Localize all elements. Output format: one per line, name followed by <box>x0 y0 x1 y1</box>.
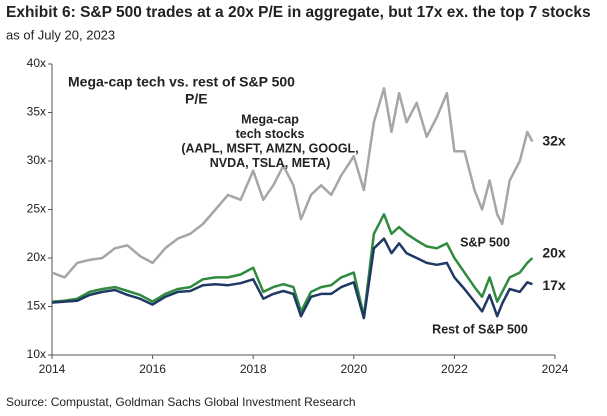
series-label: Mega-cap <box>241 112 299 126</box>
y-tick-label: 15x <box>27 299 46 313</box>
y-tick-label: 10x <box>27 347 46 361</box>
y-tick-label: 40x <box>27 56 46 70</box>
inner-subtitle: P/E <box>185 91 208 107</box>
series-label: tech stocks <box>236 127 305 141</box>
series-label: NVDA, TSLA, META) <box>210 156 331 170</box>
x-tick-label: 2018 <box>240 362 267 376</box>
y-tick-label: 20x <box>27 250 46 264</box>
series-label: S&P 500 <box>460 235 510 249</box>
inner-title: Mega-cap tech vs. rest of S&P 500 <box>68 74 295 90</box>
y-tick-label: 25x <box>27 202 46 216</box>
y-tick-label: 35x <box>27 105 46 119</box>
x-tick-label: 2014 <box>39 362 66 376</box>
chart-subtitle: as of July 20, 2023 <box>6 27 115 42</box>
chart-title: Exhibit 6: S&P 500 trades at a 20x P/E i… <box>6 4 591 21</box>
series-line <box>51 213 534 318</box>
series-line <box>51 87 534 279</box>
series-line <box>51 237 533 320</box>
x-tick-label: 2022 <box>441 362 468 376</box>
source: Source: Compustat, Goldman Sachs Global … <box>6 395 356 409</box>
series-label: (AAPL, MSFT, AMZN, GOOGL, <box>181 141 358 155</box>
x-tick-label: 2020 <box>340 362 367 376</box>
end-label: 32x <box>542 132 566 148</box>
end-label: 17x <box>542 277 566 293</box>
series-label: Rest of S&P 500 <box>432 322 528 336</box>
end-label: 20x <box>542 245 566 261</box>
y-tick-label: 30x <box>27 153 46 167</box>
x-tick-label: 2024 <box>542 362 569 376</box>
x-tick-label: 2016 <box>139 362 166 376</box>
